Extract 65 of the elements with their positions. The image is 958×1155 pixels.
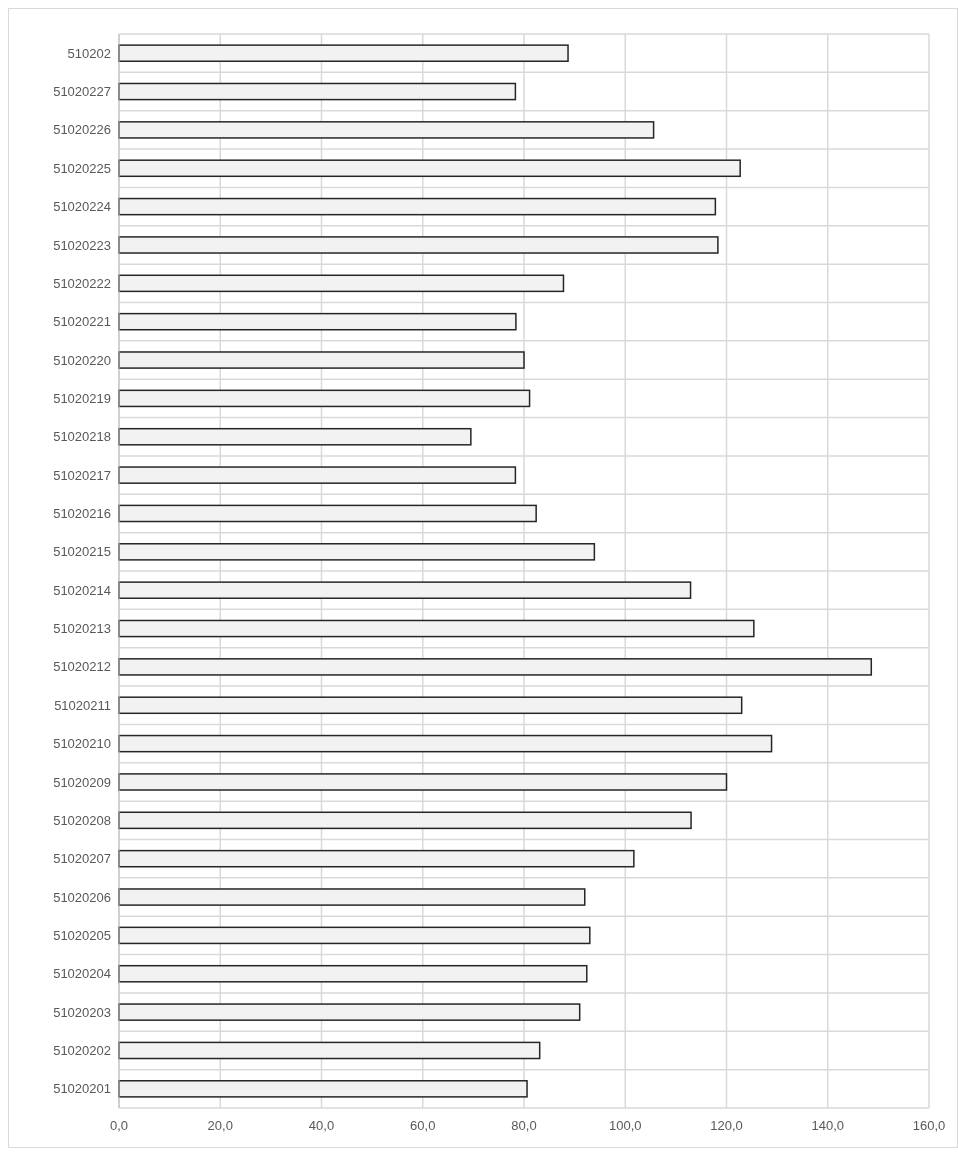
x-tick-label: 140,0 [811, 1118, 845, 1133]
y-tick-label: 51020220 [53, 352, 111, 368]
bar [118, 696, 743, 715]
y-tick-label: 51020201 [53, 1081, 111, 1097]
bar [118, 658, 873, 676]
y-tick-label: 51020219 [53, 390, 111, 406]
bar [118, 1080, 528, 1098]
x-tick-label: 100,0 [608, 1118, 642, 1133]
x-tick-label: 160,0 [912, 1118, 946, 1133]
x-tick-label: 40,0 [308, 1118, 335, 1133]
y-tick-label: 51020224 [53, 199, 111, 215]
bar [118, 504, 537, 523]
y-tick-label: 51020211 [54, 697, 111, 713]
y-tick-label: 51020218 [53, 429, 111, 445]
y-tick-label: 51020207 [53, 851, 111, 867]
bar [118, 274, 565, 293]
x-tick-label: 20,0 [207, 1118, 233, 1133]
y-tick-label: 51020225 [53, 160, 111, 176]
bar [118, 389, 531, 408]
bar [118, 543, 596, 561]
bar [118, 82, 517, 101]
bar [118, 121, 655, 139]
bar [118, 197, 717, 216]
bar [118, 159, 741, 178]
bar [118, 466, 517, 484]
x-tick-label: 120,0 [710, 1118, 743, 1133]
y-tick-label: 51020210 [53, 736, 111, 752]
x-tick-label: 60,0 [410, 1118, 436, 1133]
bar [118, 1003, 581, 1021]
bar [118, 619, 755, 638]
bar [118, 734, 773, 753]
y-tick-label: 51020205 [53, 927, 111, 943]
y-tick-label: 51020222 [53, 275, 111, 291]
y-tick-label: 51020217 [53, 467, 111, 483]
x-tick-label: 0,0 [109, 1118, 129, 1133]
y-tick-label: 51020216 [53, 506, 111, 522]
y-tick-label: 51020214 [53, 582, 111, 598]
y-tick-label: 51020226 [53, 122, 111, 138]
y-tick-label: 51020223 [53, 237, 111, 253]
bar [118, 888, 586, 906]
y-tick-label: 51020206 [53, 889, 111, 905]
bar [118, 312, 517, 331]
bar [118, 427, 472, 446]
bar [118, 811, 692, 830]
bar [118, 1041, 541, 1060]
y-tick-label: 51020227 [53, 84, 111, 100]
y-tick-label: 51020215 [53, 544, 111, 560]
y-tick-label: 51020209 [53, 774, 111, 790]
bar [118, 44, 569, 62]
bar [118, 926, 591, 945]
bar [118, 849, 635, 868]
bar [118, 964, 588, 983]
y-tick-label: 51020208 [53, 812, 111, 828]
y-tick-label: 51020202 [53, 1043, 111, 1059]
y-tick-label: 51020213 [53, 621, 111, 637]
bar [118, 773, 728, 791]
x-tick-label: 80,0 [511, 1118, 537, 1133]
y-tick-label: 510202 [67, 45, 111, 61]
bar [118, 581, 692, 599]
bar [118, 351, 525, 369]
y-tick-label: 51020203 [53, 1004, 111, 1020]
y-tick-label: 51020212 [53, 659, 111, 675]
bar [118, 236, 719, 254]
y-tick-label: 51020204 [53, 966, 111, 982]
y-tick-label: 51020221 [53, 314, 111, 330]
